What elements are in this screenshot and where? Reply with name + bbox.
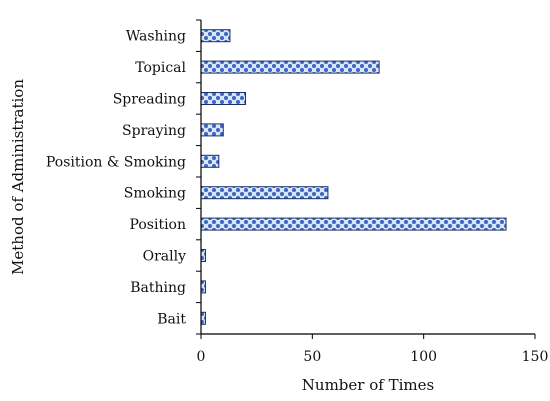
bar	[200, 154, 220, 168]
category-label: Position & Smoking	[46, 154, 186, 170]
category-label: Spraying	[122, 123, 186, 139]
category-ticks: Washing Topical Spreading Spraying Position …	[46, 19, 201, 335]
bar	[200, 186, 329, 200]
category-label: Bait	[157, 311, 186, 327]
y-axis-label: Method of Administration	[9, 79, 27, 275]
category-label: Orally	[143, 249, 186, 265]
bar	[200, 249, 206, 262]
category-label: Bathing	[130, 280, 186, 296]
plot-area	[200, 29, 507, 325]
category-label: Topical	[135, 60, 186, 76]
category-label: Position	[130, 217, 187, 233]
x-tick-label: 0	[197, 349, 206, 365]
bar	[200, 29, 231, 43]
x-ticks: 0 50 100 150	[197, 334, 549, 365]
bar	[200, 92, 247, 105]
x-tick-label: 100	[410, 349, 437, 365]
bar	[200, 60, 380, 74]
x-tick-label: 50	[303, 349, 321, 365]
bar	[200, 280, 206, 294]
bar	[200, 217, 507, 231]
bar	[200, 123, 224, 137]
category-label: Spreading	[113, 92, 186, 108]
category-label: Washing	[126, 29, 186, 45]
category-label: Smoking	[124, 186, 186, 202]
x-tick-label: 150	[522, 349, 549, 365]
bar	[200, 311, 206, 325]
x-axis-label: Number of Times	[302, 376, 434, 394]
